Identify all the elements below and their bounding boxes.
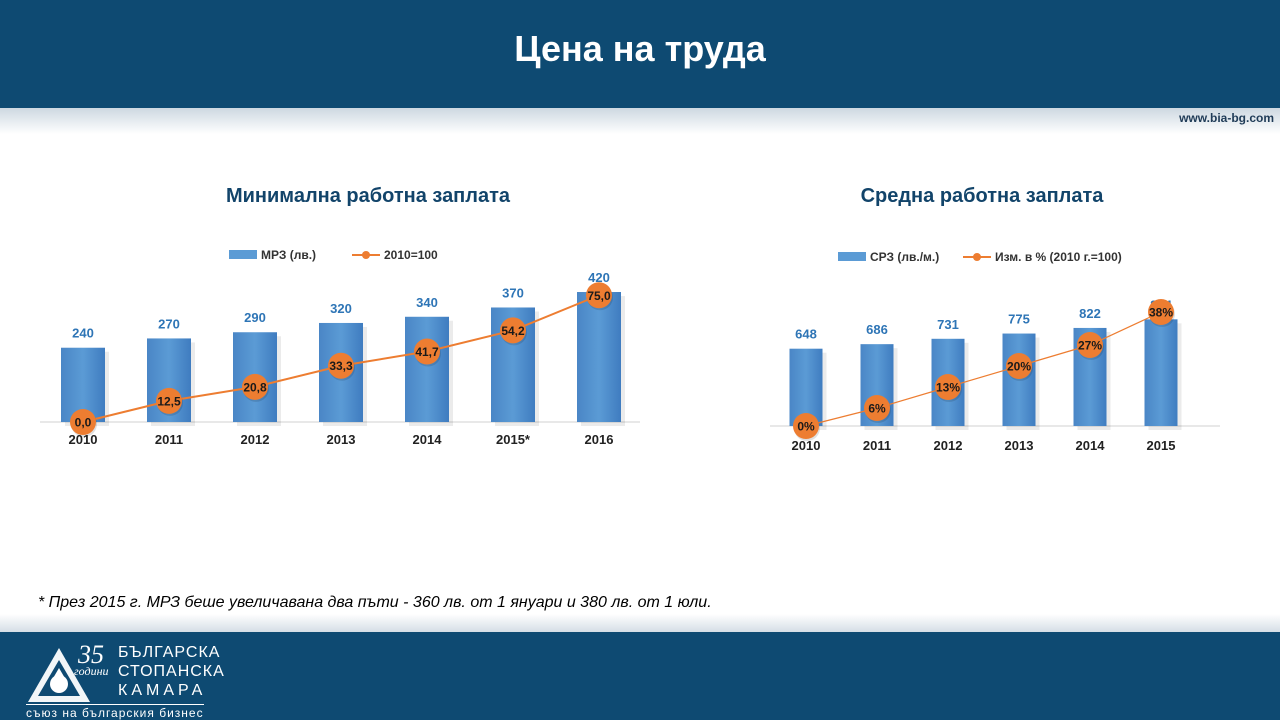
line-point xyxy=(793,413,819,439)
bar-value-label: 822 xyxy=(1079,306,1101,321)
footer-fade xyxy=(0,614,1280,632)
line-point-label: 0,0 xyxy=(75,416,92,430)
bar-value-label: 340 xyxy=(416,295,438,310)
line-point xyxy=(328,352,354,379)
bar-value-label: 370 xyxy=(502,285,524,300)
line-point-label: 6% xyxy=(868,402,886,416)
legend-bar-label: МРЗ (лв.) xyxy=(261,248,316,262)
category-label: 2015 xyxy=(1147,438,1176,453)
legend-line-marker xyxy=(362,251,370,259)
line-point-label: 20,8 xyxy=(243,380,267,394)
logo-years-number: 35 xyxy=(78,640,104,669)
line-point xyxy=(414,338,440,365)
line-point xyxy=(1077,332,1103,358)
bar-value-label: 290 xyxy=(244,310,266,325)
category-label: 2014 xyxy=(413,432,443,447)
logo-years-word: години xyxy=(74,664,109,678)
line-point-label: 20% xyxy=(1007,360,1031,374)
bar xyxy=(577,292,621,422)
category-label: 2013 xyxy=(327,432,356,447)
page-title: Цена на труда xyxy=(514,28,766,69)
bar-value-label: 686 xyxy=(866,322,888,337)
bar-value-label: 240 xyxy=(72,326,94,341)
chart-title-min-wage: Минимална работна заплата xyxy=(225,185,511,207)
category-label: 2013 xyxy=(1005,438,1034,453)
line-point xyxy=(500,317,526,344)
line-point xyxy=(156,387,182,414)
logo-years: 35 години xyxy=(74,640,109,679)
header-fade xyxy=(0,108,1280,134)
line-point xyxy=(586,282,612,309)
category-label: 2016 xyxy=(585,432,614,447)
category-label: 2010 xyxy=(792,438,821,453)
footnote: * През 2015 г. МРЗ беше увеличавана два … xyxy=(38,594,712,611)
category-label: 2012 xyxy=(241,432,270,447)
line-point xyxy=(864,395,890,421)
category-label: 2014 xyxy=(1076,438,1106,453)
line-point xyxy=(1148,299,1174,325)
category-label: 2012 xyxy=(934,438,963,453)
category-label: 2011 xyxy=(155,432,183,447)
legend-line-marker xyxy=(973,253,981,261)
line-point-label: 13% xyxy=(936,381,960,395)
legend-line-label: Изм. в % (2010 г.=100) xyxy=(995,250,1122,264)
bar-value-label: 270 xyxy=(158,316,180,331)
line-point-label: 33,3 xyxy=(329,359,353,373)
chart-title-avg-wage: Средна работна заплата xyxy=(860,185,1104,207)
line-point-label: 0% xyxy=(797,420,815,434)
bcc-logo-mark-icon xyxy=(28,648,90,702)
line-point-label: 41,7 xyxy=(415,345,439,359)
line-point-label: 27% xyxy=(1078,339,1102,353)
legend-bar-swatch xyxy=(838,252,866,261)
line-point xyxy=(70,409,96,435)
line-point xyxy=(935,374,961,400)
bar-value-label: 731 xyxy=(937,317,959,332)
bar-value-label: 320 xyxy=(330,301,352,316)
category-label: 2010 xyxy=(69,432,98,447)
bar-value-label: 775 xyxy=(1008,312,1030,327)
logo-line3: КАМАРА xyxy=(118,682,207,699)
line-point xyxy=(242,373,268,400)
legend-bar-swatch xyxy=(229,250,257,259)
bar-value-label: 420 xyxy=(588,270,610,285)
logo-tagline: съюз на българския бизнес xyxy=(26,704,204,720)
line-point-label: 75,0 xyxy=(587,289,611,303)
line-point-label: 54,2 xyxy=(501,324,525,338)
logo-line1: БЪЛГАРСКА xyxy=(118,644,221,661)
legend-line-label: 2010=100 xyxy=(384,248,438,262)
bar xyxy=(1144,319,1178,426)
bar xyxy=(1002,333,1036,426)
bcc-logo[interactable]: 35 години БЪЛГАРСКА СТОПАНСКА КАМАРА съю… xyxy=(26,640,224,720)
line-point-label: 38% xyxy=(1149,306,1173,320)
category-label: 2011 xyxy=(863,438,891,453)
header-bar xyxy=(0,0,1280,108)
bar-value-label: 648 xyxy=(795,327,817,342)
line-point xyxy=(1006,353,1032,379)
logo-line2: СТОПАНСКА xyxy=(118,663,225,680)
category-label: 2015* xyxy=(496,432,531,447)
footer-bar xyxy=(0,632,1280,720)
bar xyxy=(405,316,449,422)
line-point-label: 12,5 xyxy=(157,394,181,408)
legend-bar-label: СРЗ (лв./м.) xyxy=(870,250,939,264)
site-url[interactable]: www.bia-bg.com xyxy=(1179,111,1274,125)
